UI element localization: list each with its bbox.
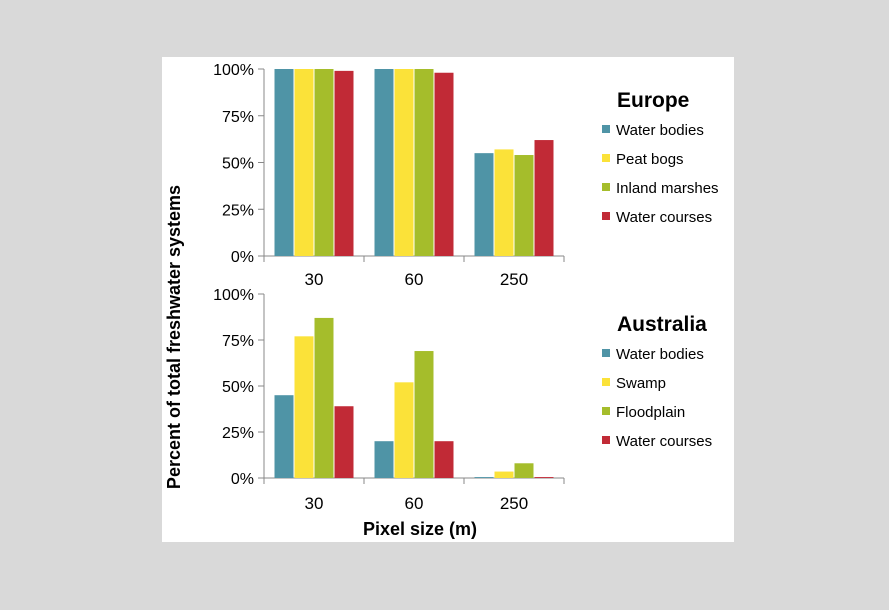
australia-bar-swamp-60	[394, 382, 414, 478]
europe-legend-label: Water bodies	[616, 122, 704, 139]
australia-legend-label: Swamp	[616, 375, 666, 392]
australia-category-label: 60	[405, 494, 424, 513]
europe-legend-label: Inland marshes	[616, 180, 719, 197]
australia-legend-swatch	[602, 349, 610, 357]
europe-bar-peat-bogs-30	[294, 69, 314, 256]
europe-bar-water-courses-60	[434, 72, 454, 257]
europe-category-label: 60	[405, 270, 424, 289]
australia-bar-swamp-250	[494, 471, 514, 478]
europe-y-tick-label: 0%	[231, 249, 254, 266]
australia-bar-floodplain-60	[414, 351, 434, 478]
australia-y-tick-label: 25%	[222, 425, 254, 442]
europe-bar-inland-marshes-60	[414, 69, 434, 256]
europe-bar-water-courses-250	[534, 140, 554, 256]
europe-category-label: 250	[500, 270, 528, 289]
europe-bar-water-bodies-250	[474, 153, 494, 256]
australia-category-label: 30	[305, 494, 324, 513]
chart-panel: Percent of total freshwater systems Pixe…	[162, 57, 734, 542]
australia-bar-water-courses-60	[434, 441, 454, 478]
australia-legend-swatch	[602, 378, 610, 386]
australia-y-tick-label: 50%	[222, 379, 254, 396]
europe-legend-title: Europe	[617, 89, 689, 112]
europe-y-tick-label: 50%	[222, 156, 254, 173]
australia-bar-water-bodies-60	[374, 441, 394, 478]
europe-legend-swatch	[602, 154, 610, 162]
europe-bar-water-courses-30	[334, 70, 354, 257]
europe-bar-peat-bogs-60	[394, 69, 414, 256]
y-axis-title: Percent of total freshwater systems	[164, 185, 184, 489]
europe-y-tick-label: 25%	[222, 202, 254, 219]
australia-bar-floodplain-30	[314, 317, 334, 478]
europe-bar-inland-marshes-250	[514, 155, 534, 256]
australia-bar-floodplain-250	[514, 463, 534, 478]
europe-legend-swatch	[602, 212, 610, 220]
europe-y-tick-label: 75%	[222, 109, 254, 126]
australia-bar-water-courses-30	[334, 406, 354, 478]
australia-y-tick-label: 75%	[222, 333, 254, 350]
australia-y-tick-label: 100%	[213, 287, 254, 304]
europe-category-label: 30	[305, 270, 324, 289]
australia-legend-label: Floodplain	[616, 404, 685, 421]
europe-legend-swatch	[602, 183, 610, 191]
europe-bar-water-bodies-30	[274, 69, 294, 256]
australia-legend-swatch	[602, 436, 610, 444]
australia-legend-label: Water courses	[616, 433, 712, 450]
chart-canvas: Percent of total freshwater systems Pixe…	[164, 62, 719, 539]
europe-bar-inland-marshes-30	[314, 69, 334, 256]
x-axis-title: Pixel size (m)	[363, 519, 477, 539]
australia-category-label: 250	[500, 494, 528, 513]
europe-legend-label: Water courses	[616, 209, 712, 226]
europe-bar-water-bodies-60	[374, 69, 394, 256]
australia-y-tick-label: 0%	[231, 471, 254, 488]
australia-legend-label: Water bodies	[616, 346, 704, 363]
europe-bar-peat-bogs-250	[494, 149, 514, 256]
australia-legend-title: Australia	[617, 313, 707, 336]
australia-bar-water-bodies-30	[274, 395, 294, 478]
australia-legend-swatch	[602, 407, 610, 415]
europe-legend-swatch	[602, 125, 610, 133]
australia-bar-water-courses-250	[534, 477, 554, 478]
australia-bar-swamp-30	[294, 336, 314, 478]
europe-y-tick-label: 100%	[213, 62, 254, 79]
europe-legend-label: Peat bogs	[616, 151, 684, 168]
australia-bar-water-bodies-250	[474, 477, 494, 478]
